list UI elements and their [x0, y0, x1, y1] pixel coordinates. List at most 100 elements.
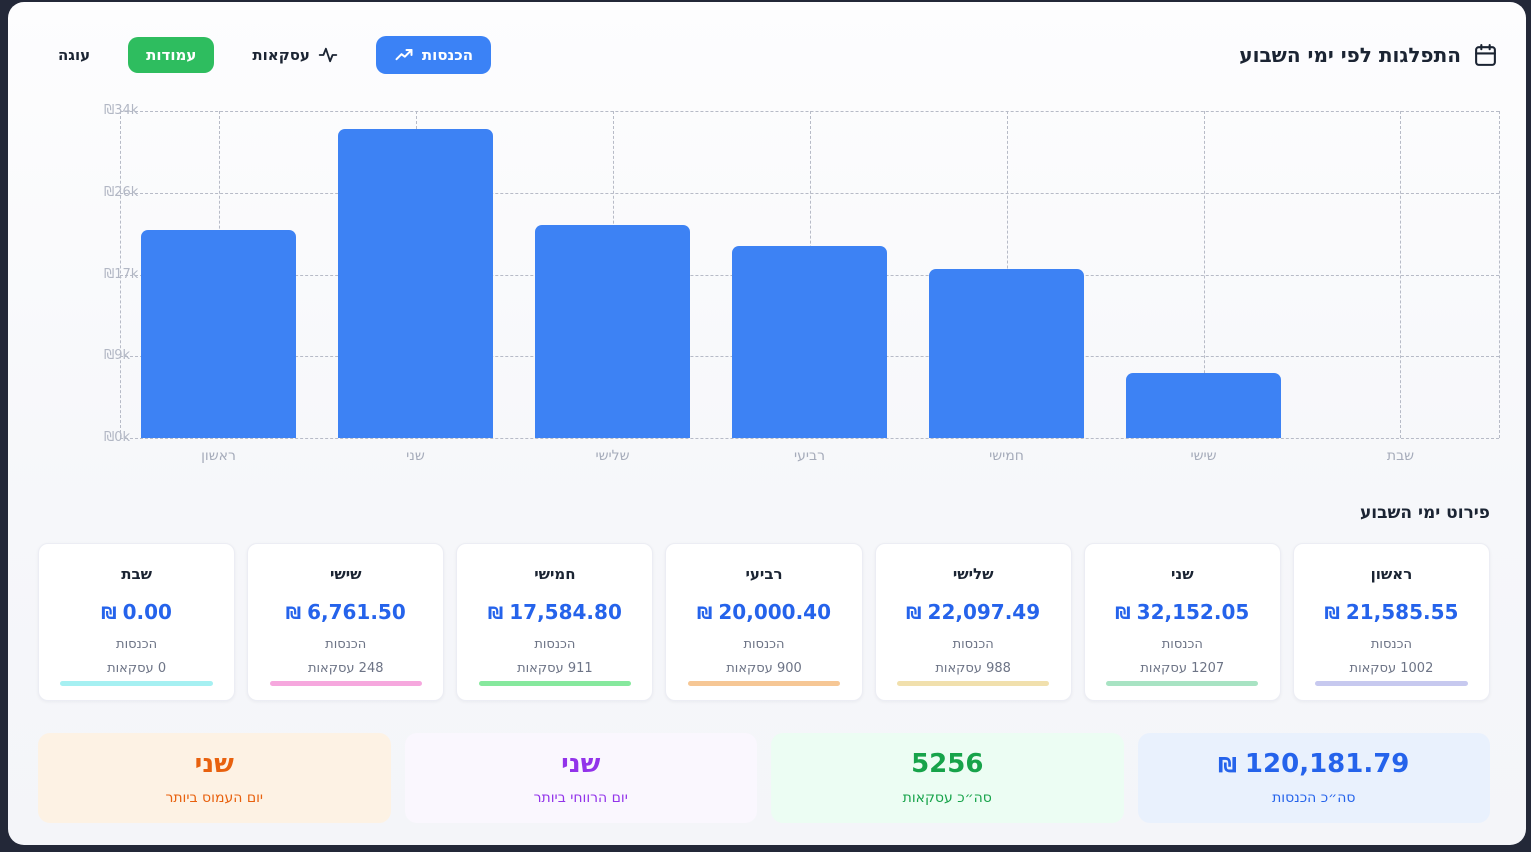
accent-bar [269, 681, 422, 686]
chart-bar[interactable] [535, 225, 690, 438]
weekday-bar-chart: ₪34k ₪26k ₪17k ₪9k ₪0k ראשון שני שלישי רביעי חמיש… [8, 88, 1526, 488]
day-name: שלישי [952, 565, 994, 583]
shekel-symbol: ₪ [285, 604, 302, 624]
chart-bar[interactable] [338, 128, 493, 438]
accent-bar [478, 681, 631, 686]
chart-toolbar: הכנסות עסקאות עמודות עוגה [44, 36, 492, 74]
accent-bar [687, 681, 841, 686]
day-revenue-amount: ₪ 22,097.49 [906, 600, 1040, 624]
transactions-tab-button[interactable]: עסקאות [238, 36, 352, 74]
summary-card: 5256 סה״כ עסקאות [771, 733, 1124, 823]
accent-bar [1315, 681, 1468, 686]
x-axis-tick-label: ראשון [201, 448, 236, 464]
columns-view-label: עמודות [146, 46, 197, 64]
shekel-symbol: ₪ [1324, 604, 1340, 624]
columns-view-button[interactable]: עמודות [128, 37, 215, 73]
revenue-label: הכנסות [743, 637, 785, 652]
day-revenue-amount: ₪ 32,152.05 [1115, 600, 1249, 624]
transactions-count: 900 עסקאות [726, 661, 802, 676]
day-card: שלישי ₪ 22,097.49 הכנסות 988 עסקאות [874, 543, 1072, 701]
day-card: ראשון ₪ 21,585.55 הכנסות 1002 עסקאות [1292, 543, 1490, 701]
shekel-symbol: ₪ [101, 604, 117, 624]
summary-label: יום הרווחי ביותר [533, 790, 628, 806]
day-name: חמישי [534, 565, 576, 583]
summary-value-text: 120,181.79 [1244, 749, 1410, 779]
revenue-tab-label: הכנסות [421, 46, 474, 64]
summary-card: שני יום העמוס ביותר [38, 733, 391, 823]
day-revenue-amount: ₪ 20,000.40 [697, 600, 831, 624]
day-name: שבת [121, 565, 152, 583]
plot-area: ₪34k ₪26k ₪17k ₪9k ₪0k ראשון שני שלישי רביעי חמיש… [104, 103, 1500, 464]
accent-bar [1106, 681, 1259, 686]
amount-value: 22,097.49 [927, 600, 1041, 624]
revenue-tab-button[interactable]: הכנסות [375, 36, 492, 74]
day-card: רביעי ₪ 20,000.40 הכנסות 900 עסקאות [665, 543, 863, 701]
details-heading: פירוט ימי השבוע [1359, 503, 1490, 523]
amount-value: 32,152.05 [1136, 600, 1250, 624]
dashboard-panel: התפלגות לפי ימי השבוע הכנסות עסקאות עמוד… [8, 2, 1526, 845]
shekel-symbol: ₪ [1218, 753, 1237, 777]
day-name: רביעי [745, 565, 783, 583]
x-axis-tick-label: שישי [1190, 448, 1217, 464]
summary-value: 5256 [911, 749, 983, 779]
amount-value: 0.00 [122, 600, 172, 624]
chart-bar[interactable] [732, 245, 887, 438]
day-name: ראשון [1370, 565, 1413, 583]
amount-value: 17,584.80 [509, 600, 622, 624]
day-revenue-amount: ₪ 0.00 [101, 600, 172, 624]
day-card: חמישי ₪ 17,584.80 הכנסות 911 עסקאות [456, 543, 654, 701]
accent-bar [897, 681, 1050, 686]
chart-bar[interactable] [1126, 372, 1281, 438]
page-title: התפלגות לפי ימי השבוע [1239, 43, 1461, 67]
revenue-label: הכנסות [952, 637, 994, 652]
revenue-label: הכנסות [1161, 637, 1203, 652]
summary-value: שני [561, 749, 600, 779]
transactions-count: 988 עסקאות [935, 661, 1011, 676]
activity-icon [318, 47, 338, 63]
calendar-icon [1475, 43, 1496, 66]
transactions-tab-label: עסקאות [252, 46, 310, 64]
summary-label: סה״כ עסקאות [902, 790, 992, 806]
chart-bar[interactable] [929, 268, 1084, 438]
transactions-count: 1207 עסקאות [1140, 661, 1225, 676]
title-wrap: התפלגות לפי ימי השבוע [1239, 43, 1498, 68]
day-card: שבת ₪ 0.00 הכנסות 0 עסקאות [38, 543, 236, 701]
shekel-symbol: ₪ [487, 604, 504, 624]
shekel-symbol: ₪ [906, 604, 922, 624]
day-revenue-amount: ₪ 6,761.50 [286, 600, 406, 624]
summary-value-text: שני [194, 749, 234, 779]
day-revenue-amount: ₪ 21,585.55 [1324, 600, 1458, 624]
summary-label: יום העמוס ביותר [165, 790, 264, 806]
pie-view-label: עוגה [58, 46, 91, 64]
summary-value: ₪ 120,181.79 [1218, 749, 1409, 779]
revenue-label: הכנסות [325, 637, 367, 652]
amount-value: 20,000.40 [718, 600, 831, 624]
summary-value: שני [195, 749, 234, 779]
x-axis-tick-label: שבת [1386, 448, 1415, 464]
day-card: שני ₪ 32,152.05 הכנסות 1207 עסקאות [1083, 543, 1281, 701]
transactions-count: 1002 עסקאות [1349, 661, 1434, 676]
day-revenue-amount: ₪ 17,584.80 [488, 600, 622, 624]
chart-bar[interactable] [141, 230, 296, 438]
summary-value-text: שני [561, 749, 601, 779]
transactions-count: 248 עסקאות [307, 661, 384, 676]
x-axis-tick-label: חמישי [989, 448, 1024, 464]
revenue-label: הכנסות [116, 637, 158, 652]
summary-cards-row: ₪ 120,181.79 סה״כ הכנסות 5256 סה״כ עסקאו… [38, 733, 1490, 823]
accent-bar [60, 681, 213, 686]
day-cards-row: ראשון ₪ 21,585.55 הכנסות 1002 עסקאות שני… [38, 543, 1490, 701]
chart-header: התפלגות לפי ימי השבוע הכנסות עסקאות עמוד… [44, 33, 1498, 77]
shekel-symbol: ₪ [697, 604, 713, 624]
y-axis-line [120, 111, 121, 438]
summary-label: סה״כ הכנסות [1272, 790, 1356, 806]
amount-value: 21,585.55 [1345, 600, 1459, 624]
vertical-gridline [1400, 111, 1402, 438]
transactions-count: 0 עסקאות [107, 661, 167, 676]
revenue-label: הכנסות [1370, 637, 1412, 652]
day-card: שישי ₪ 6,761.50 הכנסות 248 עסקאות [247, 543, 445, 701]
pie-view-button[interactable]: עוגה [44, 37, 104, 73]
summary-card: שני יום הרווחי ביותר [404, 733, 757, 823]
day-name: שני [1171, 565, 1194, 583]
horizontal-gridline [120, 438, 1499, 439]
summary-value-text: 5256 [911, 749, 984, 779]
